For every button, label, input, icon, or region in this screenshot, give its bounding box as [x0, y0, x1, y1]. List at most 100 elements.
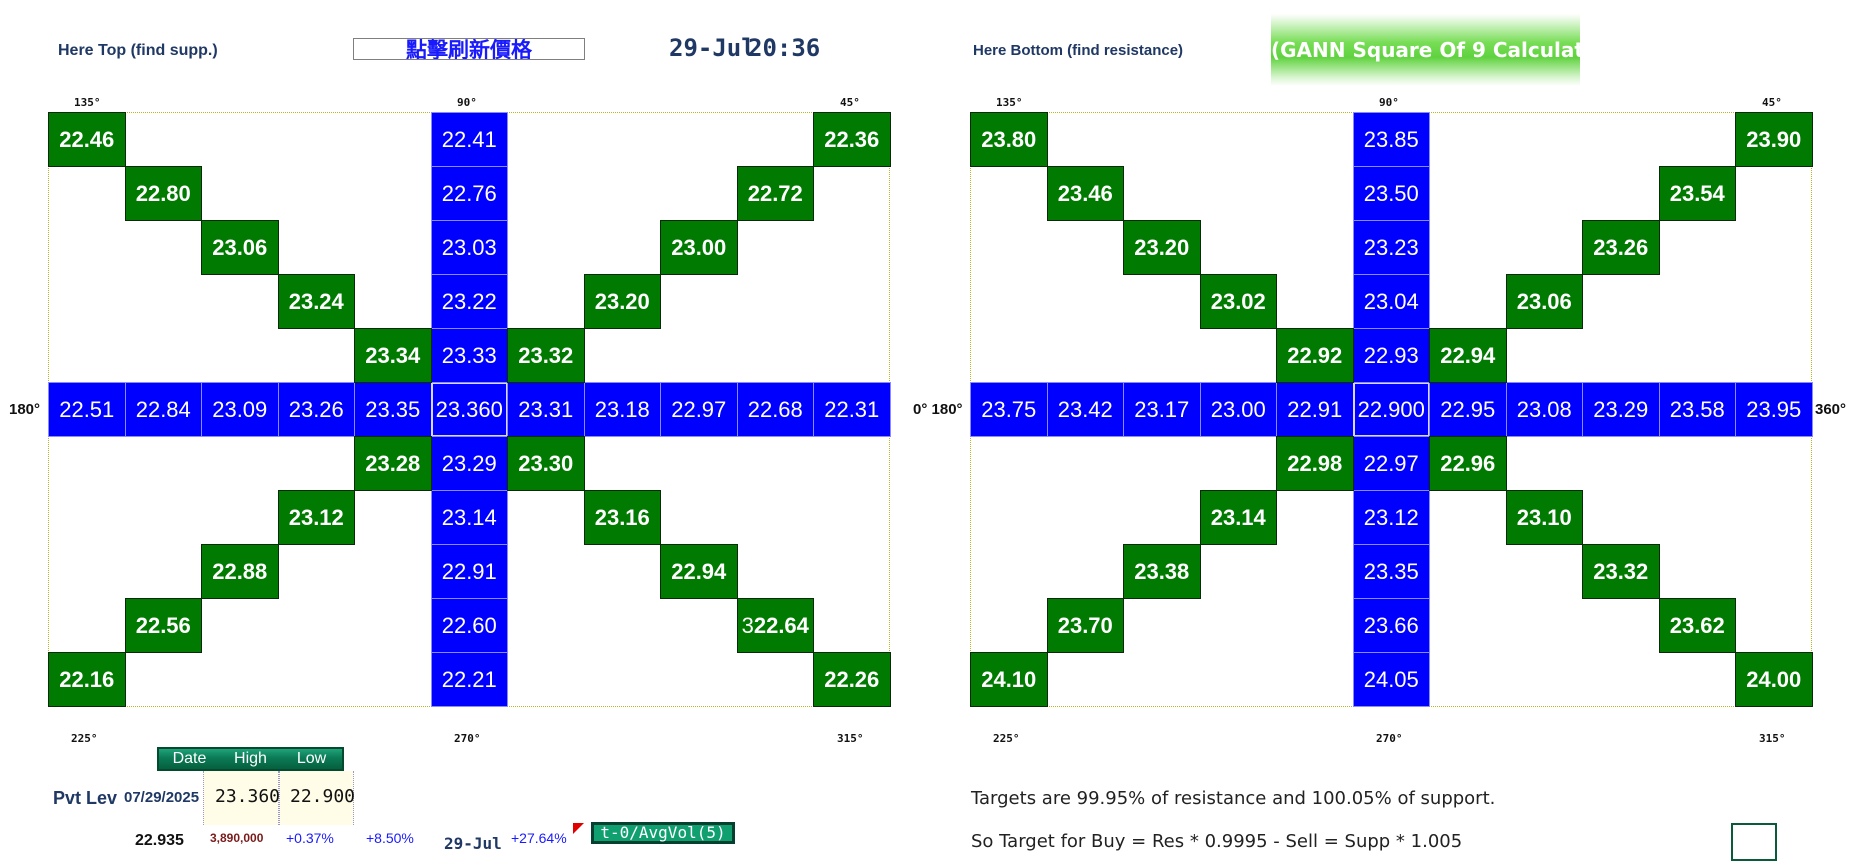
right-angle-360: 360° [1815, 401, 1847, 418]
pivot-mid-value: 22.935 [135, 832, 184, 849]
red-triangle-marker-icon [573, 823, 584, 834]
left-angle-180: 180° [9, 401, 41, 418]
right-angle-270: 270° [1376, 732, 1403, 745]
left-grid-v-cell: 22.91 [430, 544, 508, 599]
right-grid-h-cell: 23.95 [1735, 382, 1813, 437]
left-grid-diag-cell: 23.00 [660, 220, 738, 275]
right-grid-v-cell: 23.66 [1352, 598, 1430, 653]
right-grid-diag-cell: 23.90 [1735, 112, 1813, 167]
left-grid-h-cell: 23.26 [277, 382, 355, 437]
left-grid-h-cell: 23.31 [507, 382, 585, 437]
left-grid-v-cell: 23.22 [430, 274, 508, 329]
left-grid-v-cell: 22.60 [430, 598, 508, 653]
left-grid-diag-cell: 23.32 [507, 328, 585, 383]
right-grid-diag-cell: 22.96 [1429, 436, 1507, 491]
right-grid-h-cell: 22.95 [1429, 382, 1507, 437]
range-percent: +8.50% [366, 830, 414, 846]
gann-calculator-button[interactable]: (GANN Square Of 9 Calculator) [1271, 14, 1617, 86]
right-grid-v-cell: 23.04 [1352, 274, 1430, 329]
pivot-table-header: Date High Low [157, 747, 344, 771]
avg-volume-button[interactable]: t-0/AvgVol(5) [591, 822, 735, 844]
left-grid-h-cell: 22.84 [124, 382, 202, 437]
left-panel-title: Here Top (find supp.) [58, 42, 218, 59]
right-grid-diag-cell: 23.32 [1582, 544, 1660, 599]
left-grid-v-cell: 23.29 [430, 436, 508, 491]
right-grid-h-cell: 23.17 [1123, 382, 1201, 437]
pivot-high-value: 23.360 [215, 786, 281, 807]
left-grid-diag-cell: 22.16 [48, 652, 126, 707]
right-grid-diag-cell: 23.14 [1199, 490, 1277, 545]
left-grid-diag-cell: 22.36 [813, 112, 891, 167]
right-grid-diag-cell: 24.10 [970, 652, 1048, 707]
header-date-col: Date [172, 750, 207, 767]
left-grid-diag-cell: 22.46 [48, 112, 126, 167]
left-grid-v-cell: 22.76 [430, 166, 508, 221]
cell-value: 22.64 [753, 612, 809, 638]
left-grid-diag-cell: 22.56 [124, 598, 202, 653]
right-grid-diag-cell: 23.80 [970, 112, 1048, 167]
right-grid-diag-cell: 22.94 [1429, 328, 1507, 383]
right-grid-diag-cell: 23.46 [1046, 166, 1124, 221]
right-grid-diag-cell: 23.70 [1046, 598, 1124, 653]
right-grid-diag-cell: 23.10 [1505, 490, 1583, 545]
pivot-level-label: Pvt Lev [53, 788, 118, 808]
right-angle-315: 315° [1759, 732, 1786, 745]
right-angle-45: 45° [1762, 96, 1782, 109]
right-grid-v-cell: 24.05 [1352, 652, 1430, 707]
right-grid-v-cell: 22.93 [1352, 328, 1430, 383]
right-grid-h-cell: 23.08 [1505, 382, 1583, 437]
volume-percent: +27.64% [511, 830, 567, 846]
right-grid-diag-cell: 22.92 [1276, 328, 1354, 383]
short-date: 29-Jul [444, 834, 502, 853]
left-grid-diag-cell: 23.30 [507, 436, 585, 491]
right-grid-h-cell: 23.42 [1046, 382, 1124, 437]
pivot-low-box [279, 771, 354, 825]
left-grid-diag-cell: 22.26 [813, 652, 891, 707]
right-grid-diag-cell: 23.62 [1658, 598, 1736, 653]
right-grid-diag-cell: 23.54 [1658, 166, 1736, 221]
right-angle-0-180: 0° 180° [913, 401, 963, 418]
right-grid-v-cell: 23.50 [1352, 166, 1430, 221]
right-grid-center-cell: 22.900 [1352, 382, 1430, 437]
left-grid-diag-cell: 23.20 [583, 274, 661, 329]
right-grid-v-cell: 23.23 [1352, 220, 1430, 275]
left-grid-diag-cell: 23.16 [583, 490, 661, 545]
left-grid-h-cell: 22.51 [48, 382, 126, 437]
right-grid-h-cell: 23.29 [1582, 382, 1660, 437]
right-grid-diag-cell: 24.00 [1735, 652, 1813, 707]
left-grid-diag-cell: 22.80 [124, 166, 202, 221]
left-angle-135: 135° [74, 96, 101, 109]
left-grid-diag-cell: 23.34 [354, 328, 432, 383]
left-grid-diag-cell: 23.12 [277, 490, 355, 545]
left-grid-h-cell: 23.18 [583, 382, 661, 437]
volume-value: 3,890,000 [210, 831, 264, 845]
right-grid-h-cell: 23.00 [1199, 382, 1277, 437]
left-grid-center-cell: 23.360 [430, 382, 508, 437]
right-angle-225: 225° [993, 732, 1020, 745]
left-grid-h-cell: 22.31 [813, 382, 891, 437]
empty-input-box[interactable] [1731, 823, 1777, 861]
right-grid-diag-cell: 23.26 [1582, 220, 1660, 275]
stray-character: 3 [741, 612, 754, 638]
target-formula-note: So Target for Buy = Res * 0.9995 - Sell … [971, 831, 1463, 852]
right-grid-diag-cell: 23.20 [1123, 220, 1201, 275]
right-grid-v-cell: 22.97 [1352, 436, 1430, 491]
pivot-low-value: 22.900 [290, 786, 356, 807]
left-grid-diag-cell: 3 22.64 [736, 598, 814, 653]
left-grid-diag-cell: 22.94 [660, 544, 738, 599]
left-grid-v-cell: 23.14 [430, 490, 508, 545]
right-angle-135: 135° [996, 96, 1023, 109]
left-grid-diag-cell: 23.24 [277, 274, 355, 329]
left-grid-v-cell: 22.21 [430, 652, 508, 707]
header-date: 29-Jul [669, 34, 756, 62]
refresh-price-button[interactable]: 點擊刷新價格 [353, 38, 585, 60]
left-angle-315: 315° [837, 732, 864, 745]
header-time: 20:36 [748, 34, 821, 62]
left-grid-h-cell: 22.97 [660, 382, 738, 437]
right-grid-v-cell: 23.85 [1352, 112, 1430, 167]
pivot-high-box [203, 771, 279, 825]
right-grid-h-cell: 23.58 [1658, 382, 1736, 437]
right-grid-diag-cell: 23.06 [1505, 274, 1583, 329]
left-grid-diag-cell: 23.06 [201, 220, 279, 275]
right-grid-diag-cell: 23.02 [1199, 274, 1277, 329]
